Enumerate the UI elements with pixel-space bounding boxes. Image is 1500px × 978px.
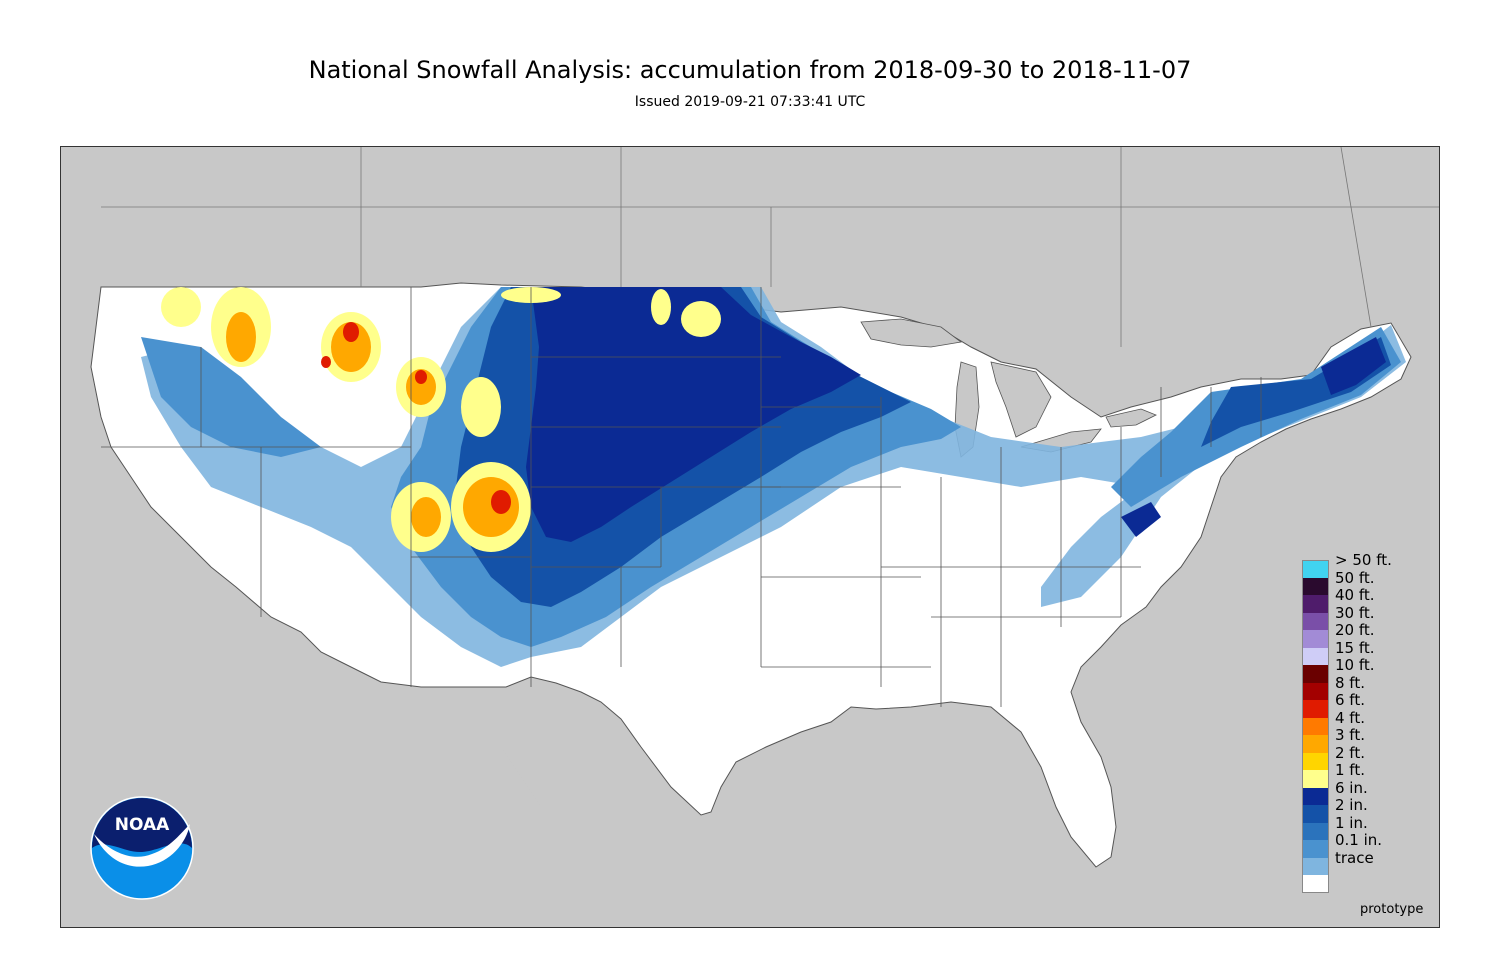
legend-label: 40 ft. <box>1335 586 1375 604</box>
gulf-water <box>501 397 1439 927</box>
lake-superior <box>860 318 962 348</box>
snow-heavy <box>526 287 1386 542</box>
legend-swatch <box>1302 805 1329 823</box>
legend-swatch <box>1302 857 1329 875</box>
legend-label: 15 ft. <box>1335 638 1375 657</box>
legend-swatch <box>1302 735 1329 753</box>
legend-swatch <box>1302 770 1329 788</box>
legend-label: 3 ft. <box>1335 726 1365 744</box>
snow-2-3ft <box>226 312 519 537</box>
legend-swatch <box>1302 595 1329 613</box>
noaa-logo: NOAA <box>90 796 194 904</box>
legend-label: 2 in. <box>1335 796 1368 814</box>
legend-swatch <box>1302 717 1329 735</box>
legend-swatch <box>1302 787 1329 805</box>
legend-label: 30 ft. <box>1335 603 1375 622</box>
legend-label: 1 in. <box>1335 813 1368 832</box>
legend-label: 20 ft. <box>1335 621 1375 639</box>
chart-title: National Snowfall Analysis: accumulation… <box>308 56 1192 84</box>
legend-swatch <box>1302 875 1329 893</box>
legend-swatch <box>1302 560 1329 578</box>
legend-swatch <box>1302 577 1329 595</box>
snowfall-map <box>60 146 1440 928</box>
legend-label: 1 ft. <box>1335 761 1365 779</box>
legend-label: 10 ft. <box>1335 656 1375 674</box>
legend-swatch <box>1302 682 1329 700</box>
legend-swatch <box>1302 612 1329 630</box>
legend-label: 6 in. <box>1335 778 1368 797</box>
legend-swatch <box>1302 840 1329 858</box>
map-canvas <box>90 147 1439 927</box>
legend-swatch <box>1302 665 1329 683</box>
legend-label: 8 ft. <box>1335 673 1365 692</box>
prototype-label: prototype <box>1360 902 1424 917</box>
state-boundaries <box>101 147 1439 707</box>
legend-label: 50 ft. <box>1335 568 1375 587</box>
legend-label: trace <box>1335 848 1374 867</box>
snow-4-6ft <box>321 322 511 514</box>
legend-swatch <box>1302 700 1329 718</box>
legend-label: 0.1 in. <box>1335 831 1383 849</box>
legend-label: 2 ft. <box>1335 743 1365 762</box>
legend-swatch <box>1302 822 1329 840</box>
legend-swatch <box>1302 630 1329 648</box>
legend-swatch <box>1302 752 1329 770</box>
noaa-logo-text: NOAA <box>115 815 170 835</box>
legend-label: 4 ft. <box>1335 708 1365 727</box>
lake-ontario <box>1105 408 1157 428</box>
issued-timestamp: Issued 2019-09-21 07:33:41 UTC <box>634 94 866 110</box>
legend-label: > 50 ft. <box>1335 551 1392 569</box>
legend-swatch <box>1302 647 1329 665</box>
lake-huron <box>990 361 1052 438</box>
legend-label: 6 ft. <box>1335 691 1365 709</box>
